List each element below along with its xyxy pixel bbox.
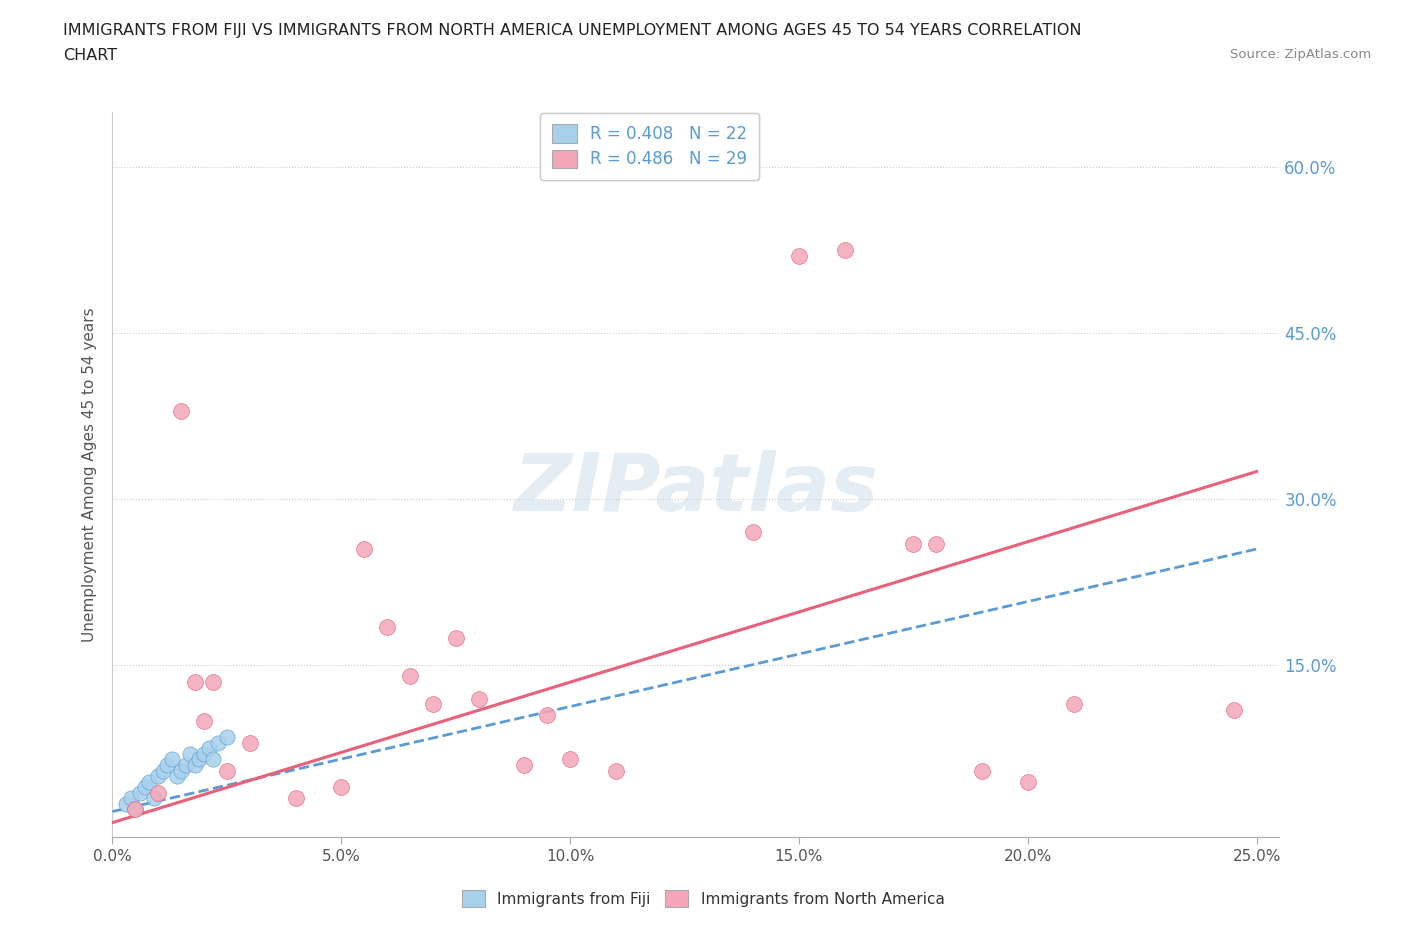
Point	[284, 790, 307, 805]
Point	[422, 697, 444, 711]
Point	[124, 802, 146, 817]
Point	[1017, 774, 1039, 789]
Point	[170, 404, 193, 418]
Point	[160, 752, 183, 767]
Text: ZIPatlas: ZIPatlas	[513, 450, 879, 528]
Point	[207, 736, 229, 751]
Point	[903, 536, 925, 551]
Point	[1222, 702, 1244, 717]
Text: IMMIGRANTS FROM FIJI VS IMMIGRANTS FROM NORTH AMERICA UNEMPLOYMENT AMONG AGES 45: IMMIGRANTS FROM FIJI VS IMMIGRANTS FROM …	[63, 23, 1081, 38]
Point	[970, 764, 993, 778]
Point	[834, 243, 856, 258]
Point	[558, 752, 581, 767]
Point	[330, 779, 353, 794]
Point	[142, 790, 165, 805]
Legend: R = 0.408   N = 22, R = 0.486   N = 29: R = 0.408 N = 22, R = 0.486 N = 29	[540, 113, 759, 180]
Point	[1063, 697, 1085, 711]
Point	[215, 764, 238, 778]
Point	[134, 779, 156, 794]
Point	[202, 752, 225, 767]
Legend: Immigrants from Fiji, Immigrants from North America: Immigrants from Fiji, Immigrants from No…	[456, 884, 950, 913]
Point	[166, 769, 188, 784]
Text: CHART: CHART	[63, 48, 117, 63]
Point	[129, 785, 152, 800]
Point	[742, 525, 765, 540]
Point	[115, 796, 138, 811]
Point	[787, 248, 810, 263]
Point	[239, 736, 262, 751]
Point	[174, 758, 197, 773]
Point	[184, 758, 207, 773]
Point	[467, 691, 489, 706]
Point	[202, 674, 225, 689]
Point	[124, 802, 146, 817]
Point	[925, 536, 948, 551]
Point	[353, 541, 375, 556]
Point	[156, 758, 179, 773]
Point	[179, 747, 201, 762]
Point	[193, 747, 215, 762]
Point	[215, 730, 238, 745]
Text: Source: ZipAtlas.com: Source: ZipAtlas.com	[1230, 48, 1371, 61]
Point	[148, 785, 170, 800]
Point	[138, 774, 160, 789]
Point	[152, 764, 174, 778]
Point	[120, 790, 142, 805]
Point	[197, 741, 219, 756]
Point	[375, 619, 398, 634]
Point	[536, 708, 558, 723]
Point	[605, 764, 627, 778]
Point	[399, 669, 422, 684]
Point	[148, 769, 170, 784]
Point	[170, 764, 193, 778]
Point	[188, 752, 211, 767]
Point	[513, 758, 536, 773]
Point	[193, 713, 215, 728]
Y-axis label: Unemployment Among Ages 45 to 54 years: Unemployment Among Ages 45 to 54 years	[82, 307, 97, 642]
Point	[444, 631, 467, 645]
Point	[184, 674, 207, 689]
